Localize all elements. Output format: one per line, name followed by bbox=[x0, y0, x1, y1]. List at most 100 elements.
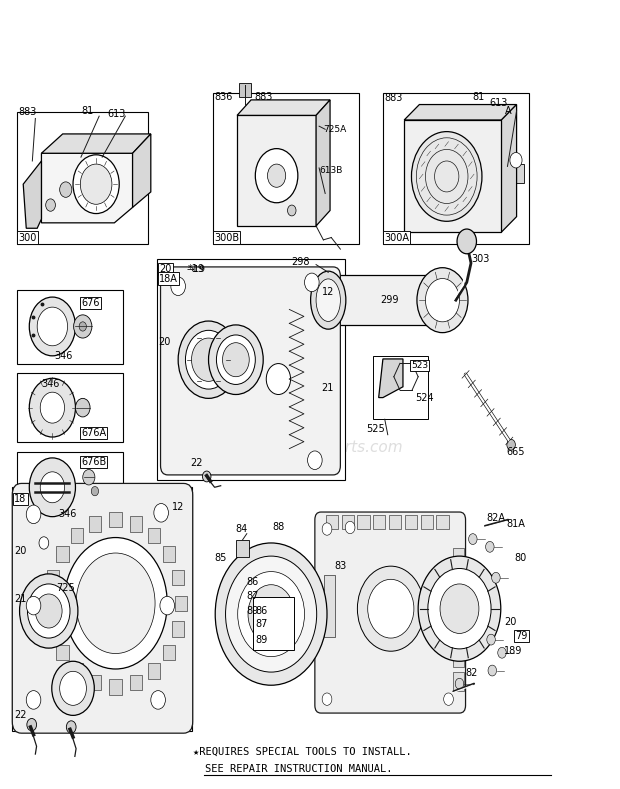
Text: 85: 85 bbox=[215, 553, 227, 563]
Text: 725: 725 bbox=[56, 583, 75, 593]
Bar bbox=[383, 93, 529, 244]
Bar bbox=[357, 515, 370, 529]
Ellipse shape bbox=[316, 279, 340, 321]
Bar bbox=[56, 547, 69, 562]
Text: 22: 22 bbox=[190, 458, 203, 468]
Bar bbox=[373, 515, 386, 529]
Bar bbox=[507, 164, 525, 183]
Text: 883: 883 bbox=[384, 93, 402, 103]
Bar bbox=[453, 573, 464, 593]
Text: 613B: 613B bbox=[319, 166, 342, 175]
Circle shape bbox=[60, 181, 72, 197]
Bar bbox=[236, 540, 249, 557]
Text: 12: 12 bbox=[172, 502, 184, 511]
Circle shape bbox=[510, 152, 522, 168]
Circle shape bbox=[223, 342, 249, 376]
Text: 676B: 676B bbox=[81, 457, 106, 467]
Circle shape bbox=[492, 572, 500, 583]
Text: 82: 82 bbox=[466, 667, 478, 678]
Circle shape bbox=[76, 398, 90, 417]
Text: eReplacementParts.com: eReplacementParts.com bbox=[216, 439, 404, 454]
Circle shape bbox=[288, 205, 296, 216]
Circle shape bbox=[203, 471, 211, 482]
Text: SEE REPAIR INSTRUCTION MANUAL.: SEE REPAIR INSTRUCTION MANUAL. bbox=[205, 764, 393, 774]
Circle shape bbox=[417, 267, 468, 333]
Ellipse shape bbox=[311, 271, 346, 329]
Bar bbox=[237, 115, 316, 226]
Text: 676: 676 bbox=[81, 298, 99, 308]
Bar bbox=[405, 515, 417, 529]
Text: 20: 20 bbox=[505, 617, 517, 626]
Circle shape bbox=[485, 541, 494, 552]
Circle shape bbox=[308, 451, 322, 469]
Text: 303: 303 bbox=[471, 254, 489, 264]
Circle shape bbox=[82, 469, 95, 485]
Bar bbox=[453, 598, 464, 617]
Text: 18: 18 bbox=[14, 494, 26, 504]
Bar bbox=[172, 622, 184, 637]
Text: 86: 86 bbox=[255, 606, 268, 616]
Bar bbox=[162, 645, 175, 660]
Circle shape bbox=[440, 584, 479, 634]
Circle shape bbox=[154, 503, 169, 522]
Text: A: A bbox=[505, 106, 511, 116]
Text: 88: 88 bbox=[272, 522, 285, 533]
Circle shape bbox=[40, 392, 64, 423]
Circle shape bbox=[248, 585, 294, 644]
Text: 299: 299 bbox=[380, 295, 399, 305]
Bar bbox=[89, 675, 101, 690]
Text: 298: 298 bbox=[291, 256, 310, 267]
Circle shape bbox=[457, 229, 477, 254]
Bar bbox=[389, 515, 401, 529]
Circle shape bbox=[66, 721, 76, 733]
Text: 300: 300 bbox=[19, 233, 37, 242]
Bar bbox=[17, 290, 123, 364]
Circle shape bbox=[39, 537, 49, 549]
Circle shape bbox=[74, 315, 92, 338]
Bar bbox=[342, 515, 354, 529]
Polygon shape bbox=[133, 134, 151, 208]
Circle shape bbox=[29, 297, 76, 356]
Circle shape bbox=[27, 584, 70, 638]
Text: 346: 346 bbox=[55, 351, 73, 361]
Circle shape bbox=[304, 273, 319, 292]
Circle shape bbox=[216, 335, 255, 384]
Text: 20: 20 bbox=[159, 264, 172, 275]
Bar bbox=[453, 672, 464, 691]
Text: 189: 189 bbox=[505, 646, 523, 656]
Text: 613: 613 bbox=[489, 98, 508, 108]
Circle shape bbox=[29, 458, 76, 517]
Bar bbox=[148, 528, 160, 544]
Circle shape bbox=[507, 439, 515, 451]
Bar bbox=[326, 515, 338, 529]
Polygon shape bbox=[237, 100, 330, 115]
Text: 89: 89 bbox=[255, 634, 268, 645]
Circle shape bbox=[37, 307, 68, 346]
Circle shape bbox=[444, 693, 453, 705]
Polygon shape bbox=[316, 100, 330, 226]
Circle shape bbox=[51, 661, 94, 716]
Circle shape bbox=[26, 505, 41, 524]
Bar bbox=[44, 596, 56, 611]
Bar bbox=[17, 112, 148, 244]
Circle shape bbox=[259, 599, 283, 630]
FancyBboxPatch shape bbox=[12, 484, 193, 733]
Polygon shape bbox=[327, 275, 443, 325]
Text: 20: 20 bbox=[14, 547, 27, 556]
Text: 87: 87 bbox=[255, 619, 268, 629]
Text: 83: 83 bbox=[334, 561, 347, 571]
Circle shape bbox=[215, 543, 327, 685]
Bar bbox=[420, 515, 433, 529]
Polygon shape bbox=[42, 134, 151, 153]
Text: 676A: 676A bbox=[81, 428, 106, 438]
Text: 525: 525 bbox=[366, 424, 385, 433]
Text: 87: 87 bbox=[247, 590, 259, 600]
Circle shape bbox=[60, 671, 86, 705]
Text: 613: 613 bbox=[107, 109, 125, 119]
Circle shape bbox=[498, 647, 507, 658]
Circle shape bbox=[26, 690, 41, 709]
Bar bbox=[453, 623, 464, 642]
Text: 523: 523 bbox=[411, 361, 428, 369]
Circle shape bbox=[488, 665, 497, 676]
Circle shape bbox=[178, 321, 239, 398]
